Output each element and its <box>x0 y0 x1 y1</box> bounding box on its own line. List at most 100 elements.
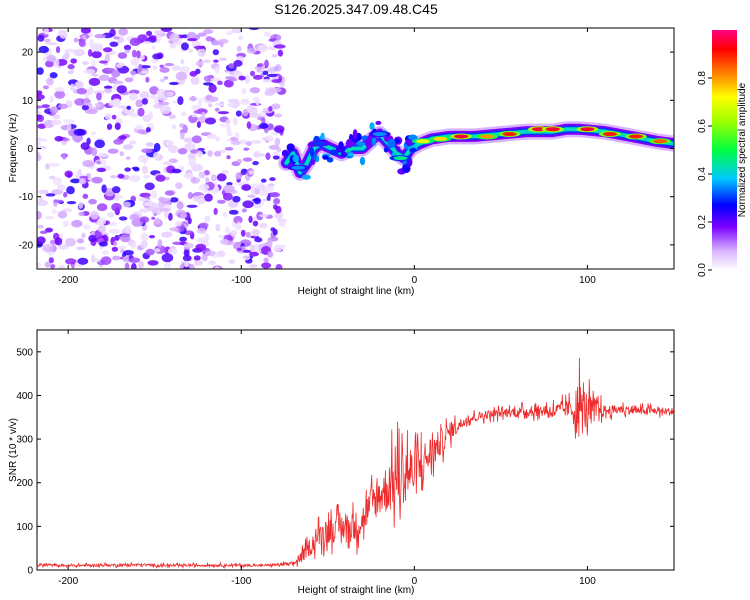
noise-blob <box>274 137 281 147</box>
noise-blob <box>184 142 196 152</box>
noise-blob <box>270 227 276 232</box>
noise-blob <box>168 81 179 86</box>
snr-xtick-label: -100 <box>231 576 251 587</box>
noise-blob <box>94 33 106 39</box>
snr-ytick-label: 200 <box>16 478 33 489</box>
noise-blob <box>270 103 281 110</box>
noise-blob <box>171 168 182 174</box>
noise-blob <box>180 59 185 65</box>
noise-blob <box>48 257 54 264</box>
turbulence-blob <box>375 120 382 126</box>
noise-blob <box>37 262 42 268</box>
spectrogram-marks <box>37 28 674 269</box>
colorbar-label: Normalized spectral amplitude <box>737 82 748 217</box>
noise-blob <box>140 70 150 74</box>
noise-blob <box>176 201 184 210</box>
noise-blob <box>187 217 192 225</box>
noise-blob <box>202 82 214 86</box>
noise-blob <box>242 157 253 162</box>
noise-blob <box>249 112 260 119</box>
noise-blob <box>171 124 177 130</box>
noise-blob <box>83 224 91 230</box>
noise-blob <box>164 63 175 67</box>
noise-blob <box>88 198 97 205</box>
noise-blob <box>226 155 231 160</box>
noise-blob <box>69 83 76 92</box>
noise-blob <box>272 155 280 160</box>
noise-blob <box>241 208 248 213</box>
figure-title: S126.2025.347.09.48.C45 <box>274 1 438 17</box>
noise-blob <box>193 45 206 50</box>
noise-blob <box>37 34 45 42</box>
noise-blob <box>124 49 131 53</box>
noise-blob <box>81 232 86 239</box>
noise-blob <box>160 28 173 32</box>
colorbar-tick-label: 0.6 <box>697 119 708 133</box>
turbulence-blob <box>286 143 295 152</box>
noise-blob <box>111 114 117 120</box>
noise-blob <box>153 151 160 160</box>
noise-blob <box>37 67 44 75</box>
noise-blob <box>116 85 128 94</box>
turbulence-blob <box>359 156 366 166</box>
noise-blob <box>193 255 201 261</box>
noise-blob <box>94 139 106 149</box>
noise-blob <box>46 42 58 46</box>
noise-blob <box>175 71 188 81</box>
noise-blob <box>247 194 256 198</box>
noise-blob <box>114 234 120 241</box>
noise-blob <box>130 70 137 76</box>
noise-blob <box>44 261 51 268</box>
noise-blob <box>262 198 268 202</box>
noise-blob <box>123 44 132 51</box>
noise-blob <box>183 172 194 180</box>
noise-blob <box>203 75 213 82</box>
noise-blob <box>54 237 63 246</box>
colorbar-bar <box>712 30 737 270</box>
noise-blob <box>106 123 113 130</box>
noise-blob <box>78 211 85 217</box>
noise-blob <box>242 254 251 261</box>
noise-blob <box>67 64 75 70</box>
noise-blob <box>222 192 233 201</box>
noise-blob <box>164 176 170 181</box>
noise-blob <box>53 199 64 203</box>
noise-blob <box>58 264 65 269</box>
noise-blob <box>266 195 271 201</box>
noise-blob <box>139 208 147 213</box>
noise-blob <box>151 45 156 50</box>
noise-blob <box>152 53 162 60</box>
noise-blob <box>223 184 235 193</box>
noise-blob <box>145 142 154 147</box>
noise-blob <box>78 38 86 47</box>
noise-blob <box>249 251 259 257</box>
noise-blob <box>98 60 108 64</box>
noise-blob <box>37 114 45 123</box>
noise-blob <box>112 83 118 90</box>
noise-blob <box>76 87 88 95</box>
noise-blob <box>78 178 87 185</box>
noise-blob <box>164 190 175 196</box>
noise-blob <box>165 140 174 147</box>
snr-ytick-label: 100 <box>16 522 33 533</box>
noise-blob <box>205 176 210 183</box>
noise-blob <box>62 137 70 142</box>
noise-blob <box>145 127 151 133</box>
noise-blob <box>124 167 131 172</box>
noise-blob <box>136 129 146 135</box>
noise-blob <box>73 128 86 136</box>
noise-blob <box>167 247 178 255</box>
noise-blob <box>90 73 99 77</box>
noise-blob <box>268 66 277 74</box>
noise-blob <box>259 122 269 129</box>
noise-blob <box>219 123 230 128</box>
noise-blob <box>81 104 89 111</box>
noise-blob <box>235 110 242 117</box>
noise-blob <box>177 148 188 155</box>
noise-blob <box>38 45 50 54</box>
spectral-peak <box>312 141 327 146</box>
turbulence-blob <box>371 136 377 146</box>
noise-blob <box>233 60 243 67</box>
spectral-peak <box>393 156 408 161</box>
